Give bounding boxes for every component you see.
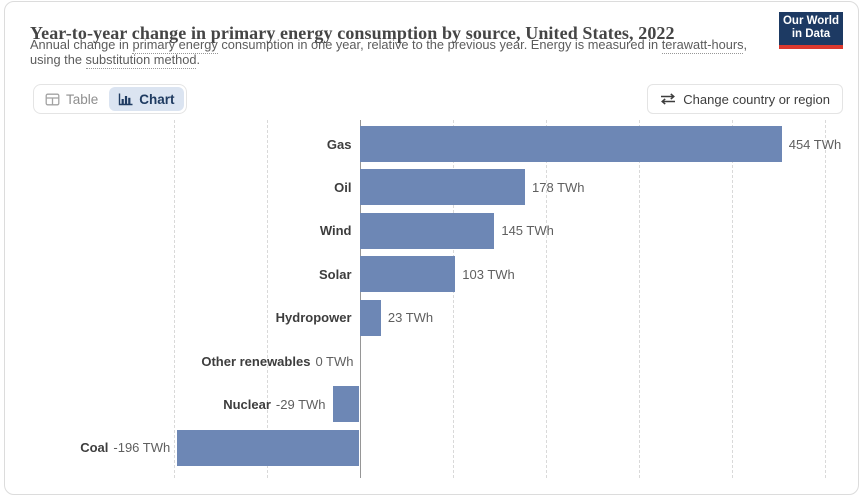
- value-label-wind: 145 TWh: [501, 223, 554, 239]
- category-label-coal: Coal: [80, 440, 109, 456]
- bar-chart-icon: [118, 93, 133, 106]
- tab-table-label: Table: [66, 91, 99, 107]
- gridline-200: [545, 120, 547, 478]
- row-labels-nuclear: Nuclear -29 TWh: [223, 386, 325, 422]
- gridline--100: [266, 120, 268, 478]
- chart-subtitle: Annual change in primary energy consumpt…: [30, 37, 790, 69]
- tab-chart-label: Chart: [139, 91, 175, 107]
- view-toggle: Table Chart: [33, 84, 187, 114]
- value-label-nuclear: -29 TWh: [275, 396, 326, 412]
- value-label-coal: -196 TWh: [113, 440, 171, 456]
- row-labels-solar: Solar: [319, 256, 352, 292]
- value-label-gas: 454 TWh: [788, 136, 842, 152]
- value-label-oil: 178 TWh: [532, 179, 585, 195]
- tab-chart[interactable]: Chart: [109, 87, 184, 111]
- category-label-nuclear: Nuclear: [223, 396, 271, 412]
- bar-hydropower[interactable]: [359, 299, 381, 336]
- category-label-solar: Solar: [318, 266, 352, 282]
- bar-wind[interactable]: [359, 212, 495, 249]
- subtitle-text: ,: [743, 37, 748, 52]
- gridline--200: [173, 120, 175, 478]
- bar-solar[interactable]: [359, 256, 456, 293]
- subtitle-text: consumption in one year, relative to the…: [217, 37, 662, 52]
- row-labels-oil: Oil: [334, 169, 351, 205]
- owid-logo[interactable]: Our World in Data: [779, 12, 843, 49]
- bar-coal[interactable]: [177, 429, 360, 466]
- subtitle-text: Annual change in: [30, 37, 133, 52]
- row-labels-wind: Wind: [320, 213, 352, 249]
- owid-logo-line1: Our World: [782, 15, 839, 27]
- table-icon: [45, 93, 60, 106]
- gridline-300: [638, 120, 640, 478]
- subtitle-text: using the: [30, 51, 86, 67]
- tab-table[interactable]: Table: [36, 87, 107, 111]
- gridline-500: [824, 120, 826, 478]
- gridline-100: [452, 120, 454, 478]
- category-label-wind: Wind: [319, 223, 352, 239]
- definition-link[interactable]: primary energy: [132, 37, 218, 54]
- bar-nuclear[interactable]: [332, 386, 360, 423]
- definition-link[interactable]: terawatt-hours: [661, 37, 744, 54]
- category-label-hydropower: Hydropower: [275, 310, 352, 326]
- bar-chart-plot-area: Gas 454 TWh Oil 178 TWh Wind 145 TWh Solar 103 …: [0, 120, 864, 478]
- bar-oil[interactable]: [359, 169, 526, 206]
- definition-link[interactable]: substitution method: [85, 51, 197, 69]
- change-country-button[interactable]: Change country or region: [647, 84, 843, 114]
- row-labels-gas: Gas: [327, 126, 352, 162]
- category-label-other-renewables: Other renewables: [201, 353, 311, 369]
- value-label-hydropower: 23 TWh: [387, 310, 434, 326]
- row-labels-other-renewables: Other renewables 0 TWh: [201, 343, 353, 379]
- row-labels-coal: Coal -196 TWh: [80, 430, 170, 466]
- gridline-400: [731, 120, 733, 478]
- change-country-label: Change country or region: [683, 91, 830, 107]
- category-label-gas: Gas: [326, 136, 352, 152]
- subtitle-text: .: [196, 51, 201, 67]
- row-labels-hydropower: Hydropower: [276, 300, 352, 336]
- owid-logo-line2: in Data: [791, 28, 831, 40]
- swap-arrows-icon: [660, 93, 676, 105]
- zero-axis-line: [359, 120, 361, 478]
- value-label-solar: 103 TWh: [462, 266, 515, 282]
- page-title: Year-to-year change in primary energy co…: [30, 23, 675, 44]
- category-label-oil: Oil: [334, 179, 352, 195]
- bar-gas[interactable]: [359, 126, 782, 162]
- value-label-other-renewables: 0 TWh: [315, 353, 354, 369]
